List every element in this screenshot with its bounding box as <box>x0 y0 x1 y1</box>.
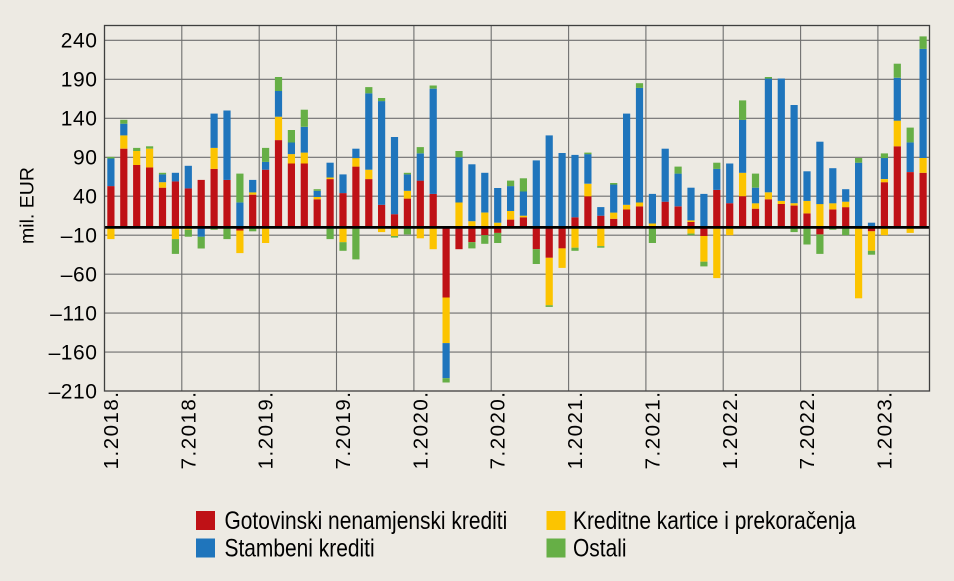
svg-text:1.2021.: 1.2021. <box>564 391 587 470</box>
svg-text:140: 140 <box>61 108 98 131</box>
svg-text:90: 90 <box>73 147 97 170</box>
svg-text:7.2021.: 7.2021. <box>641 391 664 470</box>
svg-text:Ostali: Ostali <box>573 534 627 562</box>
svg-text:–210: –210 <box>49 380 98 403</box>
svg-text:Kreditne kartice i prekoračenj: Kreditne kartice i prekoračenja <box>573 506 856 534</box>
svg-text:1.2022.: 1.2022. <box>719 391 742 470</box>
svg-text:mil. EUR: mil. EUR <box>17 167 39 244</box>
svg-text:1.2020.: 1.2020. <box>409 391 432 470</box>
svg-text:7.2018.: 7.2018. <box>177 391 200 470</box>
svg-text:1.2019.: 1.2019. <box>255 391 278 470</box>
svg-text:7.2019.: 7.2019. <box>332 391 355 470</box>
svg-text:–10: –10 <box>61 224 98 247</box>
svg-text:–110: –110 <box>50 302 97 325</box>
svg-text:240: 240 <box>61 30 98 53</box>
svg-text:40: 40 <box>73 185 97 208</box>
svg-text:7.2020.: 7.2020. <box>487 391 510 470</box>
svg-text:1.2023.: 1.2023. <box>873 391 896 470</box>
svg-text:Gotovinski nenamjenski krediti: Gotovinski nenamjenski krediti <box>225 506 508 534</box>
svg-text:7.2022.: 7.2022. <box>796 391 819 470</box>
svg-text:–160: –160 <box>49 341 98 364</box>
svg-text:190: 190 <box>61 69 98 92</box>
svg-text:1.2018.: 1.2018. <box>100 391 123 470</box>
svg-text:–60: –60 <box>61 263 98 286</box>
svg-text:Stambeni krediti: Stambeni krediti <box>225 534 375 562</box>
